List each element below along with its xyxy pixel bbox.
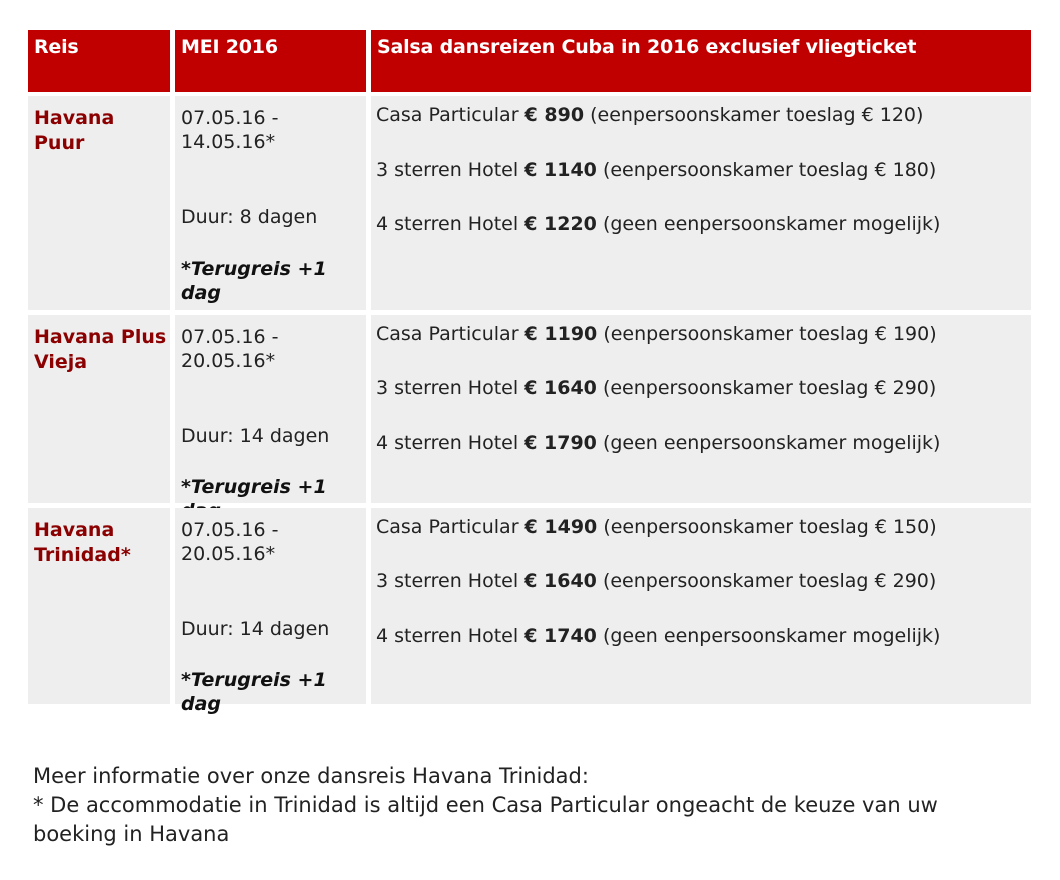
price-note: (geen eenpersoonskamer mogelijk) xyxy=(602,213,941,235)
trip-name-cell: Havana Puur xyxy=(28,96,170,310)
price-note: (geen eenpersoonskamer mogelijk) xyxy=(602,432,941,454)
header-reis-label: Reis xyxy=(34,36,79,58)
price-note: (geen eenpersoonskamer mogelijk) xyxy=(602,625,941,647)
trip-name: Havana Trinidad* xyxy=(34,519,131,566)
accommodation-label: 4 sterren Hotel xyxy=(376,625,519,647)
price-line: Casa Particular € 1190 (eenpersoonskamer… xyxy=(376,323,937,345)
accommodation-label: 3 sterren Hotel xyxy=(376,159,519,181)
price-note: (eenpersoonskamer toeslag € 190) xyxy=(603,323,937,345)
price-note: (eenpersoonskamer toeslag € 120) xyxy=(590,104,924,126)
price-note: (eenpersoonskamer toeslag € 180) xyxy=(602,159,937,181)
header-reis: Reis xyxy=(28,30,170,92)
price-line: Casa Particular € 1490 (eenpersoonskamer… xyxy=(376,516,937,538)
trip-duration: Duur: 14 dagen xyxy=(181,425,330,447)
return-note: *Terugreis +1 dag xyxy=(181,669,327,715)
price-note: (eenpersoonskamer toeslag € 290) xyxy=(602,377,937,399)
price-line: 3 sterren Hotel € 1140 (eenpersoonskamer… xyxy=(376,159,936,181)
price-note: (eenpersoonskamer toeslag € 150) xyxy=(603,516,937,538)
accommodation-label: Casa Particular xyxy=(376,323,519,345)
accommodation-label: 3 sterren Hotel xyxy=(376,377,519,399)
price-line: 4 sterren Hotel € 1220 (geen eenpersoons… xyxy=(376,213,940,235)
price-amount: € 1190 xyxy=(524,323,598,345)
footer-line-1: Meer informatie over onze dansreis Havan… xyxy=(33,764,589,788)
trip-name-cell: Havana Trinidad* xyxy=(28,508,170,704)
price-line: Casa Particular € 890 (eenpersoonskamer … xyxy=(376,104,923,126)
trip-dates-cell: 07.05.16 - 14.05.16* Duur: 8 dagen *Teru… xyxy=(175,96,366,310)
return-note: *Terugreis +1 dag xyxy=(181,258,327,304)
footer-note: Meer informatie over onze dansreis Havan… xyxy=(33,762,993,849)
trip-dates-cell: 07.05.16 - 20.05.16* Duur: 14 dagen *Ter… xyxy=(175,315,366,522)
trip-duration: Duur: 8 dagen xyxy=(181,206,318,228)
price-amount: € 1490 xyxy=(524,516,598,538)
price-line: 3 sterren Hotel € 1640 (eenpersoonskamer… xyxy=(376,377,936,399)
price-cell: Casa Particular € 890 (eenpersoonskamer … xyxy=(371,96,1031,310)
trip-dates-cell: 07.05.16 - 20.05.16* Duur: 14 dagen *Ter… xyxy=(175,508,366,715)
price-cell: Casa Particular € 1190 (eenpersoonskamer… xyxy=(371,315,1031,503)
price-amount: € 1220 xyxy=(524,213,597,235)
header-description-label: Salsa dansreizen Cuba in 2016 exclusief … xyxy=(377,36,917,58)
price-note: (eenpersoonskamer toeslag € 290) xyxy=(602,570,937,592)
price-amount: € 1740 xyxy=(524,625,597,647)
accommodation-label: Casa Particular xyxy=(376,516,519,538)
header-month-label: MEI 2016 xyxy=(181,36,278,58)
accommodation-label: Casa Particular xyxy=(376,104,519,126)
price-cell: Casa Particular € 1490 (eenpersoonskamer… xyxy=(371,508,1031,704)
trip-dates: 07.05.16 - 20.05.16* xyxy=(181,326,279,372)
trip-duration: Duur: 14 dagen xyxy=(181,618,330,640)
price-line: 4 sterren Hotel € 1790 (geen eenpersoons… xyxy=(376,432,940,454)
price-amount: € 1790 xyxy=(524,432,597,454)
accommodation-label: 3 sterren Hotel xyxy=(376,570,519,592)
header-month: MEI 2016 xyxy=(175,30,366,92)
trip-name: Havana Plus Vieja xyxy=(34,326,167,373)
price-line: 3 sterren Hotel € 1640 (eenpersoonskamer… xyxy=(376,570,936,592)
price-amount: € 890 xyxy=(524,104,585,126)
trip-dates: 07.05.16 - 20.05.16* xyxy=(181,519,279,565)
trip-name: Havana Puur xyxy=(34,107,115,154)
price-amount: € 1140 xyxy=(524,159,597,181)
price-amount: € 1640 xyxy=(524,377,597,399)
trip-name-cell: Havana Plus Vieja xyxy=(28,315,170,503)
trip-dates: 07.05.16 - 14.05.16* xyxy=(181,107,279,153)
footer-line-2: * De accommodatie in Trinidad is altijd … xyxy=(33,793,938,846)
header-description: Salsa dansreizen Cuba in 2016 exclusief … xyxy=(371,30,1031,92)
price-amount: € 1640 xyxy=(524,570,597,592)
accommodation-label: 4 sterren Hotel xyxy=(376,432,519,454)
accommodation-label: 4 sterren Hotel xyxy=(376,213,519,235)
price-line: 4 sterren Hotel € 1740 (geen eenpersoons… xyxy=(376,625,940,647)
